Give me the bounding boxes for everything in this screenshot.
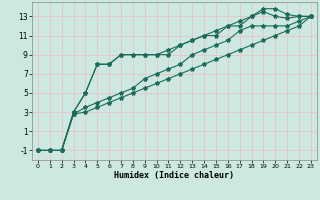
X-axis label: Humidex (Indice chaleur): Humidex (Indice chaleur) — [115, 171, 234, 180]
